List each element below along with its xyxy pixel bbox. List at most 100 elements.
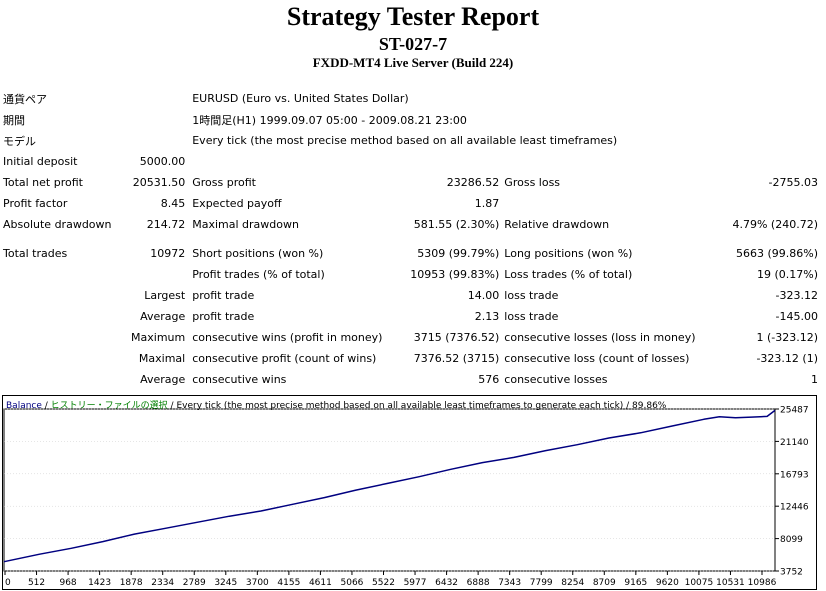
average-profit-label: profit trade — [192, 310, 255, 323]
balance-chart-svg: 25487 21140 16793 12446 8099 3752 0 512 968 1423 1… — [2, 395, 817, 590]
x-tick-label: 4155 — [277, 578, 300, 588]
period-value: 1時間足(H1) 1999.09.07 05:00 - 2009.08.21 2… — [192, 113, 467, 127]
absolute-drawdown-label: Absolute drawdown — [3, 218, 112, 231]
average-label: Average — [140, 310, 186, 323]
report-title: Strategy Tester Report — [286, 2, 540, 31]
total-trades-value: 10972 — [150, 247, 186, 260]
x-tick-label: 8254 — [561, 578, 584, 588]
loss-trades-value: 19 (0.17%) — [756, 268, 818, 281]
profit-trades-value: 10953 (99.83%) — [410, 268, 500, 281]
max-cons-losses-label: consecutive losses (loss in money) — [504, 331, 696, 344]
period-row: 期間 1時間足(H1) 1999.09.07 05:00 - 2009.08.2… — [0, 109, 826, 130]
maximal-cons-profit-label: consecutive profit (count of wins) — [192, 352, 377, 365]
x-tick-label: 9620 — [656, 578, 679, 588]
total-net-profit-label: Total net profit — [3, 176, 83, 189]
x-tick-label: 7799 — [530, 578, 553, 588]
x-tick-label: 4611 — [309, 578, 332, 588]
y-tick-label: 3752 — [780, 568, 803, 578]
gross-loss-label: Gross loss — [504, 176, 561, 189]
average-loss-value: -145.00 — [775, 310, 818, 323]
legend-balance: Balance — [6, 401, 42, 411]
x-tick-label: 6888 — [467, 578, 490, 588]
x-tick-label: 5977 — [404, 578, 427, 588]
initial-deposit-row: Initial deposit 5000.00 — [0, 151, 826, 172]
plot-area — [3, 408, 776, 572]
stats-table: 通貨ペア EURUSD (Euro vs. United States Doll… — [0, 88, 826, 390]
y-tick-label: 16793 — [780, 470, 809, 480]
x-tick-label: 1423 — [88, 578, 111, 588]
x-tick-label: 10531 — [716, 578, 745, 588]
average-loss-label: loss trade — [504, 310, 559, 323]
maximum-row: Maximum consecutive wins (profit in mone… — [0, 327, 826, 348]
largest-profit-value: 14.00 — [467, 289, 500, 302]
x-tick-label: 512 — [28, 578, 45, 588]
symbol-value: EURUSD (Euro vs. United States Dollar) — [192, 92, 409, 105]
maximal-label: Maximal — [138, 352, 186, 365]
relative-drawdown-label: Relative drawdown — [504, 218, 610, 231]
largest-profit-label: profit trade — [192, 289, 255, 302]
avg-cons-losses-label: consecutive losses — [504, 373, 608, 386]
maximal-cons-profit-value: 7376.52 (3715) — [413, 352, 500, 365]
max-cons-wins-label: consecutive wins (profit in money) — [192, 331, 383, 344]
y-tick-label: 21140 — [780, 438, 809, 448]
maximal-cons-loss-label: consecutive loss (count of losses) — [504, 352, 690, 365]
loss-trades-label: Loss trades (% of total) — [504, 268, 633, 281]
avg-cons-wins-value: 576 — [478, 373, 500, 386]
x-tick-label: 2789 — [183, 578, 206, 588]
profit-trades-label: Profit trades (% of total) — [192, 268, 325, 281]
maximal-drawdown-label: Maximal drawdown — [192, 218, 299, 231]
symbol-row: 通貨ペア EURUSD (Euro vs. United States Doll… — [0, 88, 826, 109]
average-row: Average profit trade 2.13 loss trade -14… — [0, 306, 826, 327]
total-net-profit-row: Total net profit 20531.50 Gross profit 2… — [0, 172, 826, 193]
x-tick-label: 0 — [5, 578, 11, 588]
x-tick-label: 3700 — [246, 578, 269, 588]
relative-drawdown-value: 4.79% (240.72) — [732, 218, 818, 231]
drawdown-row: Absolute drawdown 214.72 Maximal drawdow… — [0, 214, 826, 235]
x-tick-label: 9165 — [624, 578, 647, 588]
max-cons-wins-value: 3715 (7376.52) — [413, 331, 500, 344]
expected-payoff-value: 1.87 — [474, 197, 500, 210]
profit-factor-row: Profit factor 8.45 Expected payoff 1.87 — [0, 193, 826, 214]
maximum-label: Maximum — [131, 331, 186, 344]
largest-loss-label: loss trade — [504, 289, 559, 302]
average-consecutive-row: Average consecutive wins 576 consecutive… — [0, 369, 826, 390]
x-tick-label: 10986 — [748, 578, 777, 588]
gross-loss-value: -2755.03 — [768, 176, 818, 189]
total-trades-row: Total trades 10972 Short positions (won … — [0, 243, 826, 264]
legend-separator: / — [41, 401, 51, 411]
gross-profit-value: 23286.52 — [446, 176, 500, 189]
largest-label: Largest — [144, 289, 186, 302]
maximal-drawdown-value: 581.55 (2.30%) — [413, 218, 500, 231]
balance-line — [3, 409, 776, 563]
model-row: モデル Every tick (the most precise method … — [0, 130, 826, 151]
average-consecutive-label: Average — [140, 373, 186, 386]
total-trades-label: Total trades — [3, 247, 68, 260]
expected-payoff-label: Expected payoff — [192, 197, 282, 210]
max-cons-losses-value: 1 (-323.12) — [756, 331, 818, 344]
initial-deposit-label: Initial deposit — [3, 155, 78, 168]
initial-deposit-value: 5000.00 — [139, 155, 186, 168]
y-tick-label: 8099 — [780, 535, 803, 545]
balance-chart: 25487 21140 16793 12446 8099 3752 0 512 968 1423 1… — [2, 395, 817, 590]
avg-cons-losses-value: 1 — [811, 373, 818, 386]
x-tick-label: 1878 — [120, 578, 143, 588]
avg-cons-wins-label: consecutive wins — [192, 373, 287, 386]
model-value: Every tick (the most precise method base… — [192, 134, 618, 147]
server-line: FXDD-MT4 Live Server (Build 224) — [312, 55, 514, 70]
gross-profit-label: Gross profit — [192, 176, 256, 189]
profit-factor-label: Profit factor — [3, 197, 68, 210]
largest-row: Largest profit trade 14.00 loss trade -3… — [0, 285, 826, 306]
x-tick-label: 3245 — [214, 578, 237, 588]
x-tick-label: 10075 — [685, 578, 714, 588]
y-tick-label: 12446 — [780, 503, 809, 513]
symbol-label: 通貨ペア — [3, 92, 47, 106]
x-tick-label: 8709 — [593, 578, 616, 588]
model-label: モデル — [3, 134, 36, 148]
short-positions-label: Short positions (won %) — [192, 247, 324, 260]
average-profit-value: 2.13 — [474, 310, 500, 323]
x-tick-label: 968 — [59, 578, 76, 588]
total-net-profit-value: 20531.50 — [132, 176, 186, 189]
x-tick-label: 5522 — [372, 578, 395, 588]
strategy-name: ST-027-7 — [378, 34, 448, 54]
legend-history: ヒストリー・ファイルの選択 — [50, 401, 168, 411]
